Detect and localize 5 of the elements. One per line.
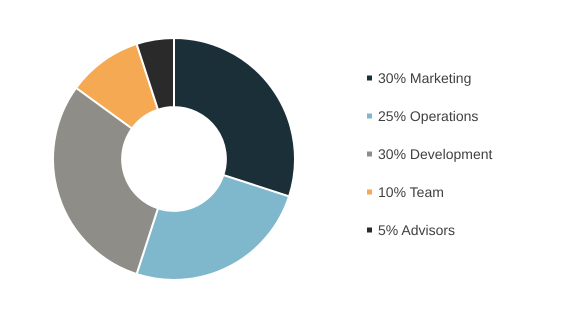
legend-label: 5% Advisors xyxy=(378,222,456,238)
legend-label: 25% Operations xyxy=(378,108,478,124)
legend-label: 10% Team xyxy=(378,184,444,200)
legend-label: 30% Development xyxy=(378,146,493,162)
legend-label: 30% Marketing xyxy=(378,70,472,86)
